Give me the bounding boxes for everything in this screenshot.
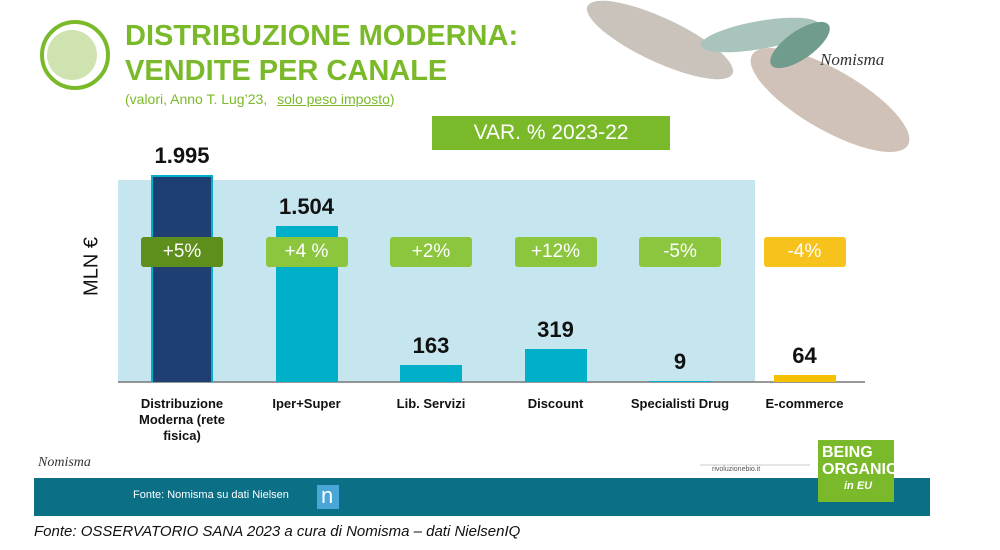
n-logo-box — [317, 485, 339, 509]
leaf — [700, 17, 820, 53]
subtitle-link: solo peso imposto — [277, 91, 390, 107]
subtitle-end: ) — [389, 91, 395, 107]
badge-line: BEING — [822, 444, 873, 461]
var-pill: -5% — [639, 237, 721, 267]
subtitle: (valori, Anno T. Lug’23, solo peso impos… — [125, 91, 395, 107]
source-bar: Fonte: Nomisma su dati Nielsen — [133, 489, 289, 501]
x-tick-label: Specialisti Drug — [630, 396, 730, 411]
value-label: 319 — [537, 316, 574, 342]
x-tick-label: E-commerce — [765, 396, 844, 411]
value-label: 64 — [792, 343, 817, 369]
value-label: 1.995 — [154, 143, 210, 168]
x-tick-label: Lib. Servizi — [396, 396, 466, 411]
value-label: 1.504 — [278, 193, 335, 219]
x-tick-label: Iper+Super — [272, 396, 341, 411]
x-tick-label: Distribuzione Moderna (rete fisica) — [139, 396, 225, 443]
x-tick-label: Discount — [527, 396, 584, 411]
var-pill: -4% — [763, 237, 846, 267]
bar — [400, 365, 462, 382]
badge-line: ORGANIC — [822, 461, 898, 478]
leaf — [750, 48, 910, 152]
source: Fonte: OSSERVATORIO SANA 2023 a cura di … — [34, 523, 521, 540]
plot-area — [118, 180, 755, 382]
value-label: 163 — [412, 333, 450, 359]
bar — [649, 381, 711, 382]
var-title: VAR. % 2023-22 — [432, 116, 670, 150]
var-pill: +5% — [141, 237, 223, 267]
var-pill: +12% — [514, 237, 597, 267]
title: VENDITE PER CANALE — [125, 55, 448, 87]
bar — [151, 175, 213, 382]
var-pill: +4 % — [265, 237, 348, 267]
badge-text: BEING ORGANIC in EU — [822, 444, 898, 495]
subtitle-text: (valori, Anno T. Lug’23, — [125, 91, 268, 107]
logo-core — [47, 30, 97, 80]
bar — [773, 375, 836, 382]
site: rivoluzionebio.it — [712, 466, 761, 473]
bar — [524, 348, 587, 382]
footer-band — [34, 478, 930, 516]
y-label: MLN € — [80, 237, 103, 296]
brand: Nomisma — [820, 50, 885, 69]
n-logo: n — [321, 483, 334, 508]
leaf — [586, 0, 734, 80]
title: DISTRIBUZIONE MODERNA: — [125, 20, 519, 52]
brand-small: Nomisma — [38, 455, 91, 470]
logo-ring — [40, 20, 110, 90]
badge-line: in EU — [844, 480, 873, 492]
value-label: 9 — [673, 349, 687, 375]
badge — [818, 440, 894, 502]
leaf — [770, 21, 830, 69]
var-pill: +2% — [390, 237, 472, 267]
